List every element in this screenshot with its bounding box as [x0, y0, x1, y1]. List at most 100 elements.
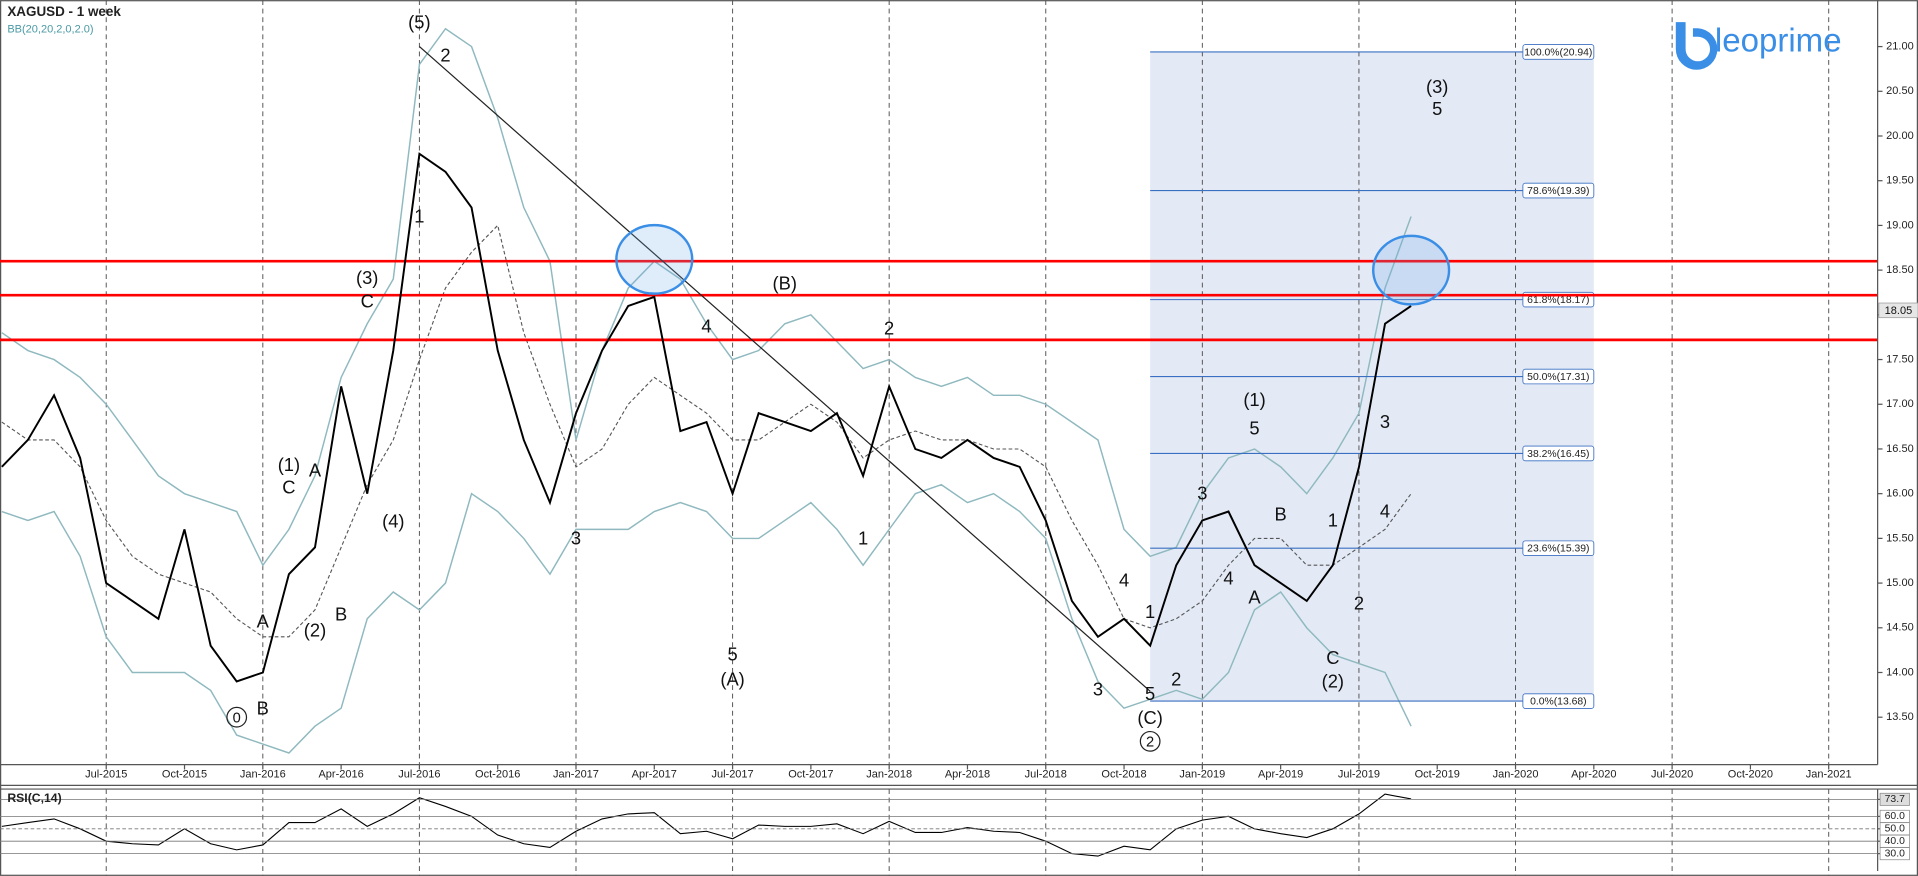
wave-label: B [1275, 503, 1287, 524]
wave-label: 3 [1093, 679, 1103, 700]
last-price-box [1878, 302, 1918, 319]
wave-label: 2 [440, 45, 450, 66]
y-tick-label: 16.50 [1886, 443, 1914, 455]
fib-label: 38.2%(16.45) [1527, 449, 1589, 460]
wave-label: (2) [1322, 671, 1344, 692]
wave-label: (A) [720, 669, 744, 690]
x-tick-label: Jan-2016 [240, 768, 286, 780]
x-tick-label: Apr-2020 [1571, 768, 1616, 780]
wave-label: 4 [1119, 569, 1129, 590]
x-tick-label: Apr-2018 [945, 768, 990, 780]
band-middle [1, 224, 1412, 638]
wave-label: 2 [1171, 669, 1181, 690]
chart-title: XAGUSD - 1 week [7, 4, 121, 19]
logo: leoprime [1675, 22, 1842, 70]
y-tick-label: 20.50 [1886, 85, 1914, 97]
wave-label: (1) [278, 454, 300, 475]
y-tick-label: 17.50 [1886, 353, 1914, 365]
wave-label: C [1326, 647, 1339, 668]
y-tick-box [1879, 792, 1910, 806]
wave-label: 5 [1432, 98, 1442, 119]
wave-label: 4 [701, 316, 711, 337]
wave-label: 1 [858, 527, 868, 548]
x-tick-label: Jan-2018 [866, 768, 912, 780]
indicator-label: BB(20,20,2,0,2.0) [7, 23, 93, 35]
wave-label: 3 [571, 527, 581, 548]
x-tick-label: Apr-2016 [318, 768, 363, 780]
fib-label-box [1522, 368, 1595, 385]
last-price: 18.05 [1885, 305, 1913, 317]
wave-label: C [361, 290, 374, 311]
wave-label: B [257, 697, 269, 718]
y-tick-label: 40.0 [1885, 836, 1905, 847]
fib-label-box [1522, 540, 1595, 556]
x-tick-label: Jan-2020 [1493, 768, 1539, 780]
x-tick-label: Jul-2016 [398, 768, 440, 780]
x-tick-label: Oct-2020 [1728, 768, 1773, 780]
wave-label: (4) [382, 510, 404, 531]
wave-label: A [309, 459, 322, 480]
y-tick-label: 60.0 [1885, 811, 1905, 822]
y-tick-label: 50.0 [1885, 824, 1905, 835]
y-tick-label: 73.7 [1885, 794, 1905, 805]
y-tick-label: 15.50 [1886, 532, 1914, 544]
wave-circle [1139, 730, 1161, 752]
wave-label: A [257, 611, 270, 632]
wave-label: (5) [408, 12, 430, 33]
wave-label: A [1248, 586, 1261, 607]
y-tick-label: 16.00 [1886, 488, 1914, 500]
wave-label: (3) [356, 267, 378, 288]
wave-label: (2) [304, 620, 326, 641]
x-tick-label: Apr-2019 [1258, 768, 1303, 780]
wave-label: 1 [1145, 601, 1155, 622]
y-tick-box [1879, 809, 1910, 823]
logo-text: leoprime [1715, 22, 1842, 59]
highlight-circle [1371, 234, 1451, 306]
x-tick-label: Jan-2019 [1179, 768, 1225, 780]
y-tick-label: 13.50 [1886, 711, 1914, 723]
wave-label: 5 [1249, 417, 1259, 438]
y-tick-label: 30.0 [1885, 848, 1905, 859]
wave-label: 0 [233, 710, 241, 726]
wave-label: 3 [1197, 483, 1207, 504]
highlight-circle [615, 223, 694, 295]
wave-label: C [282, 476, 295, 497]
x-tick-label: Oct-2015 [162, 768, 207, 780]
wave-label: 1 [414, 206, 424, 227]
fib-label-box [1522, 182, 1595, 199]
x-tick-label: Jul-2018 [1025, 768, 1067, 780]
price-line [1, 152, 1412, 683]
wave-label: 2 [1354, 593, 1364, 614]
y-tick-label: 21.00 [1886, 40, 1914, 52]
wave-label: (B) [773, 273, 797, 294]
x-tick-label: Apr-2017 [632, 768, 677, 780]
y-tick-label: 15.00 [1886, 577, 1914, 589]
x-tick-label: Jul-2020 [1651, 768, 1693, 780]
wave-label: 5 [1145, 683, 1155, 704]
trendline [419, 46, 1151, 692]
logo-icon [1675, 22, 1718, 70]
x-tick-label: Oct-2016 [475, 768, 520, 780]
fib-label: 50.0%(17.31) [1527, 372, 1589, 383]
wave-label: 5 [727, 644, 737, 665]
wave-label: (C) [1137, 707, 1162, 728]
x-tick-label: Jan-2017 [553, 768, 599, 780]
x-tick-label: Oct-2019 [1415, 768, 1460, 780]
wave-label: 3 [1380, 411, 1390, 432]
y-tick-label: 19.00 [1886, 219, 1914, 231]
wave-label: B [335, 603, 347, 624]
wave-label: 4 [1223, 568, 1233, 589]
fib-label-box [1522, 445, 1595, 462]
fib-label: 100.0%(20.94) [1524, 47, 1592, 58]
x-tick-label: Jul-2017 [711, 768, 753, 780]
y-tick-label: 20.00 [1886, 130, 1914, 142]
fib-label: 78.6%(19.39) [1527, 186, 1589, 197]
rsi-title: RSI(C,14) [7, 791, 61, 805]
fib-label-box [1522, 693, 1595, 709]
wave-label: 1 [1328, 510, 1338, 531]
band-upper [1, 27, 1412, 567]
band-lower [1, 483, 1412, 754]
